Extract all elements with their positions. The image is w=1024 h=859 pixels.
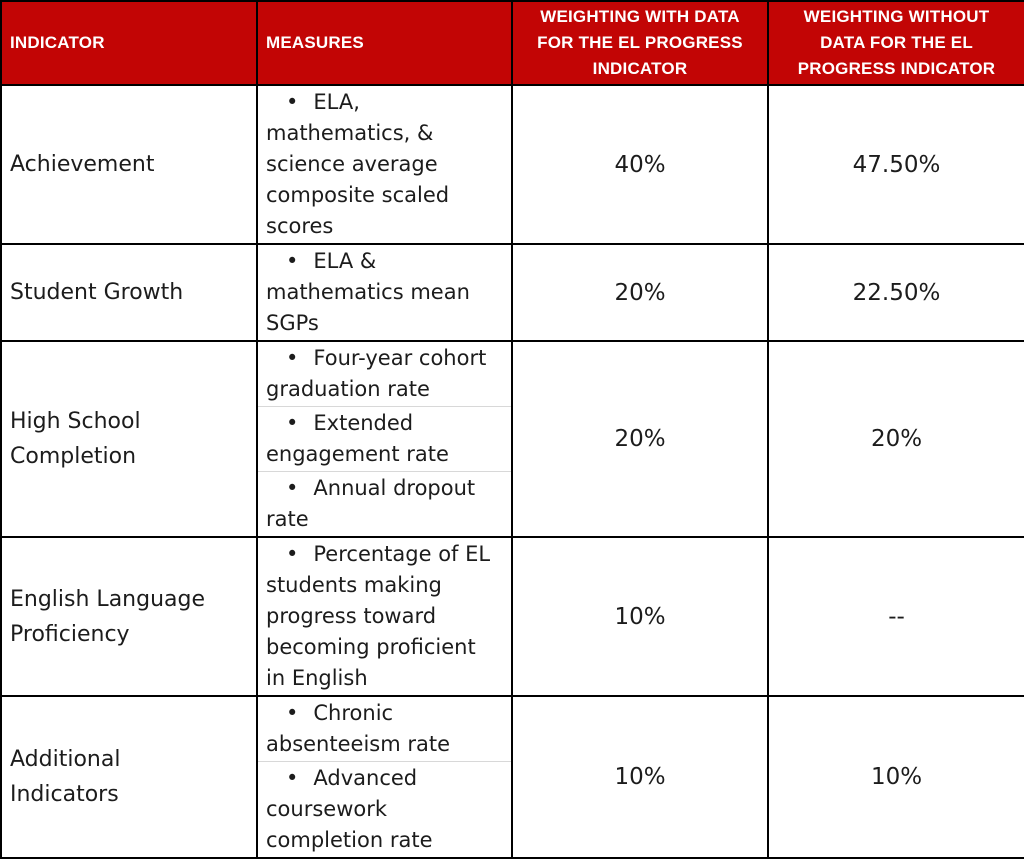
- bullet-icon: •: [286, 411, 299, 435]
- table-row-high-school-completion: High School Completion • Four-year cohort…: [0, 340, 1024, 538]
- weight-without-cell: 20%: [767, 340, 1024, 538]
- measure-item: • ELA, mathematics, & science average com…: [258, 86, 511, 243]
- measures-cell: • Four-year cohort graduation rate • Exten…: [256, 340, 513, 538]
- table-row-english-language-proficiency: English Language Proficiency • Percentage…: [0, 536, 1024, 697]
- measure-item: • Annual dropout rate: [258, 471, 511, 536]
- measures-cell: • ELA & mathematics mean SGPs: [256, 243, 513, 342]
- measure-item: • Percentage of EL students making progre…: [258, 538, 511, 695]
- measure-text: Four-year cohort graduation rate: [266, 346, 487, 401]
- measure-item: • Advanced coursework completion rate: [258, 761, 511, 857]
- column-header-measures: MEASURES: [256, 0, 513, 86]
- weight-with-cell: 10%: [511, 695, 769, 859]
- measure-text: Percentage of EL students making progres…: [266, 542, 491, 690]
- bullet-icon: •: [286, 249, 299, 273]
- weight-with-cell: 40%: [511, 84, 769, 245]
- weight-without-cell: --: [767, 536, 1024, 697]
- measures-cell: • ELA, mathematics, & science average com…: [256, 84, 513, 245]
- bullet-icon: •: [286, 346, 299, 370]
- table-row-achievement: Achievement • ELA, mathematics, & science…: [0, 84, 1024, 245]
- measure-item: • Four-year cohort graduation rate: [258, 342, 511, 406]
- weight-with-cell: 20%: [511, 243, 769, 342]
- weight-with-cell: 10%: [511, 536, 769, 697]
- measure-text: Extended engagement rate: [266, 411, 449, 466]
- indicator-cell: English Language Proficiency: [0, 536, 258, 697]
- measure-item: • ELA & mathematics mean SGPs: [258, 245, 511, 340]
- bullet-icon: •: [286, 766, 299, 790]
- measures-cell: • Chronic absenteeism rate • Advanced cour…: [256, 695, 513, 859]
- column-header-weighting-with-data: WEIGHTING WITH DATA FOR THE EL PROGRESS …: [511, 0, 769, 86]
- weight-without-cell: 47.50%: [767, 84, 1024, 245]
- indicator-cell: Student Growth: [0, 243, 258, 342]
- measure-item: • Extended engagement rate: [258, 406, 511, 471]
- bullet-icon: •: [286, 701, 299, 725]
- indicator-cell: Achievement: [0, 84, 258, 245]
- column-header-weighting-without-data: WEIGHTING WITHOUT DATA FOR THE EL PROGRE…: [767, 0, 1024, 86]
- measure-text: ELA, mathematics, & science average comp…: [266, 90, 450, 238]
- weight-without-cell: 22.50%: [767, 243, 1024, 342]
- bullet-icon: •: [286, 476, 299, 500]
- indicator-cell: Additional Indicators: [0, 695, 258, 859]
- measure-text: Annual dropout rate: [266, 476, 476, 531]
- measure-item: • Chronic absenteeism rate: [258, 697, 511, 761]
- measures-cell: • Percentage of EL students making progre…: [256, 536, 513, 697]
- weight-without-cell: 10%: [767, 695, 1024, 859]
- measure-text: Advanced coursework completion rate: [266, 766, 433, 852]
- bullet-icon: •: [286, 542, 299, 566]
- indicator-cell: High School Completion: [0, 340, 258, 538]
- header-row: INDICATOR MEASURES WEIGHTING WITH DATA F…: [0, 0, 1024, 86]
- table-row-additional-indicators: Additional Indicators • Chronic absenteei…: [0, 695, 1024, 859]
- column-header-indicator: INDICATOR: [0, 0, 258, 86]
- bullet-icon: •: [286, 90, 299, 114]
- measure-text: Chronic absenteeism rate: [266, 701, 451, 756]
- measure-text: ELA & mathematics mean SGPs: [266, 249, 470, 335]
- weight-with-cell: 20%: [511, 340, 769, 538]
- table-row-student-growth: Student Growth • ELA & mathematics mean S…: [0, 243, 1024, 342]
